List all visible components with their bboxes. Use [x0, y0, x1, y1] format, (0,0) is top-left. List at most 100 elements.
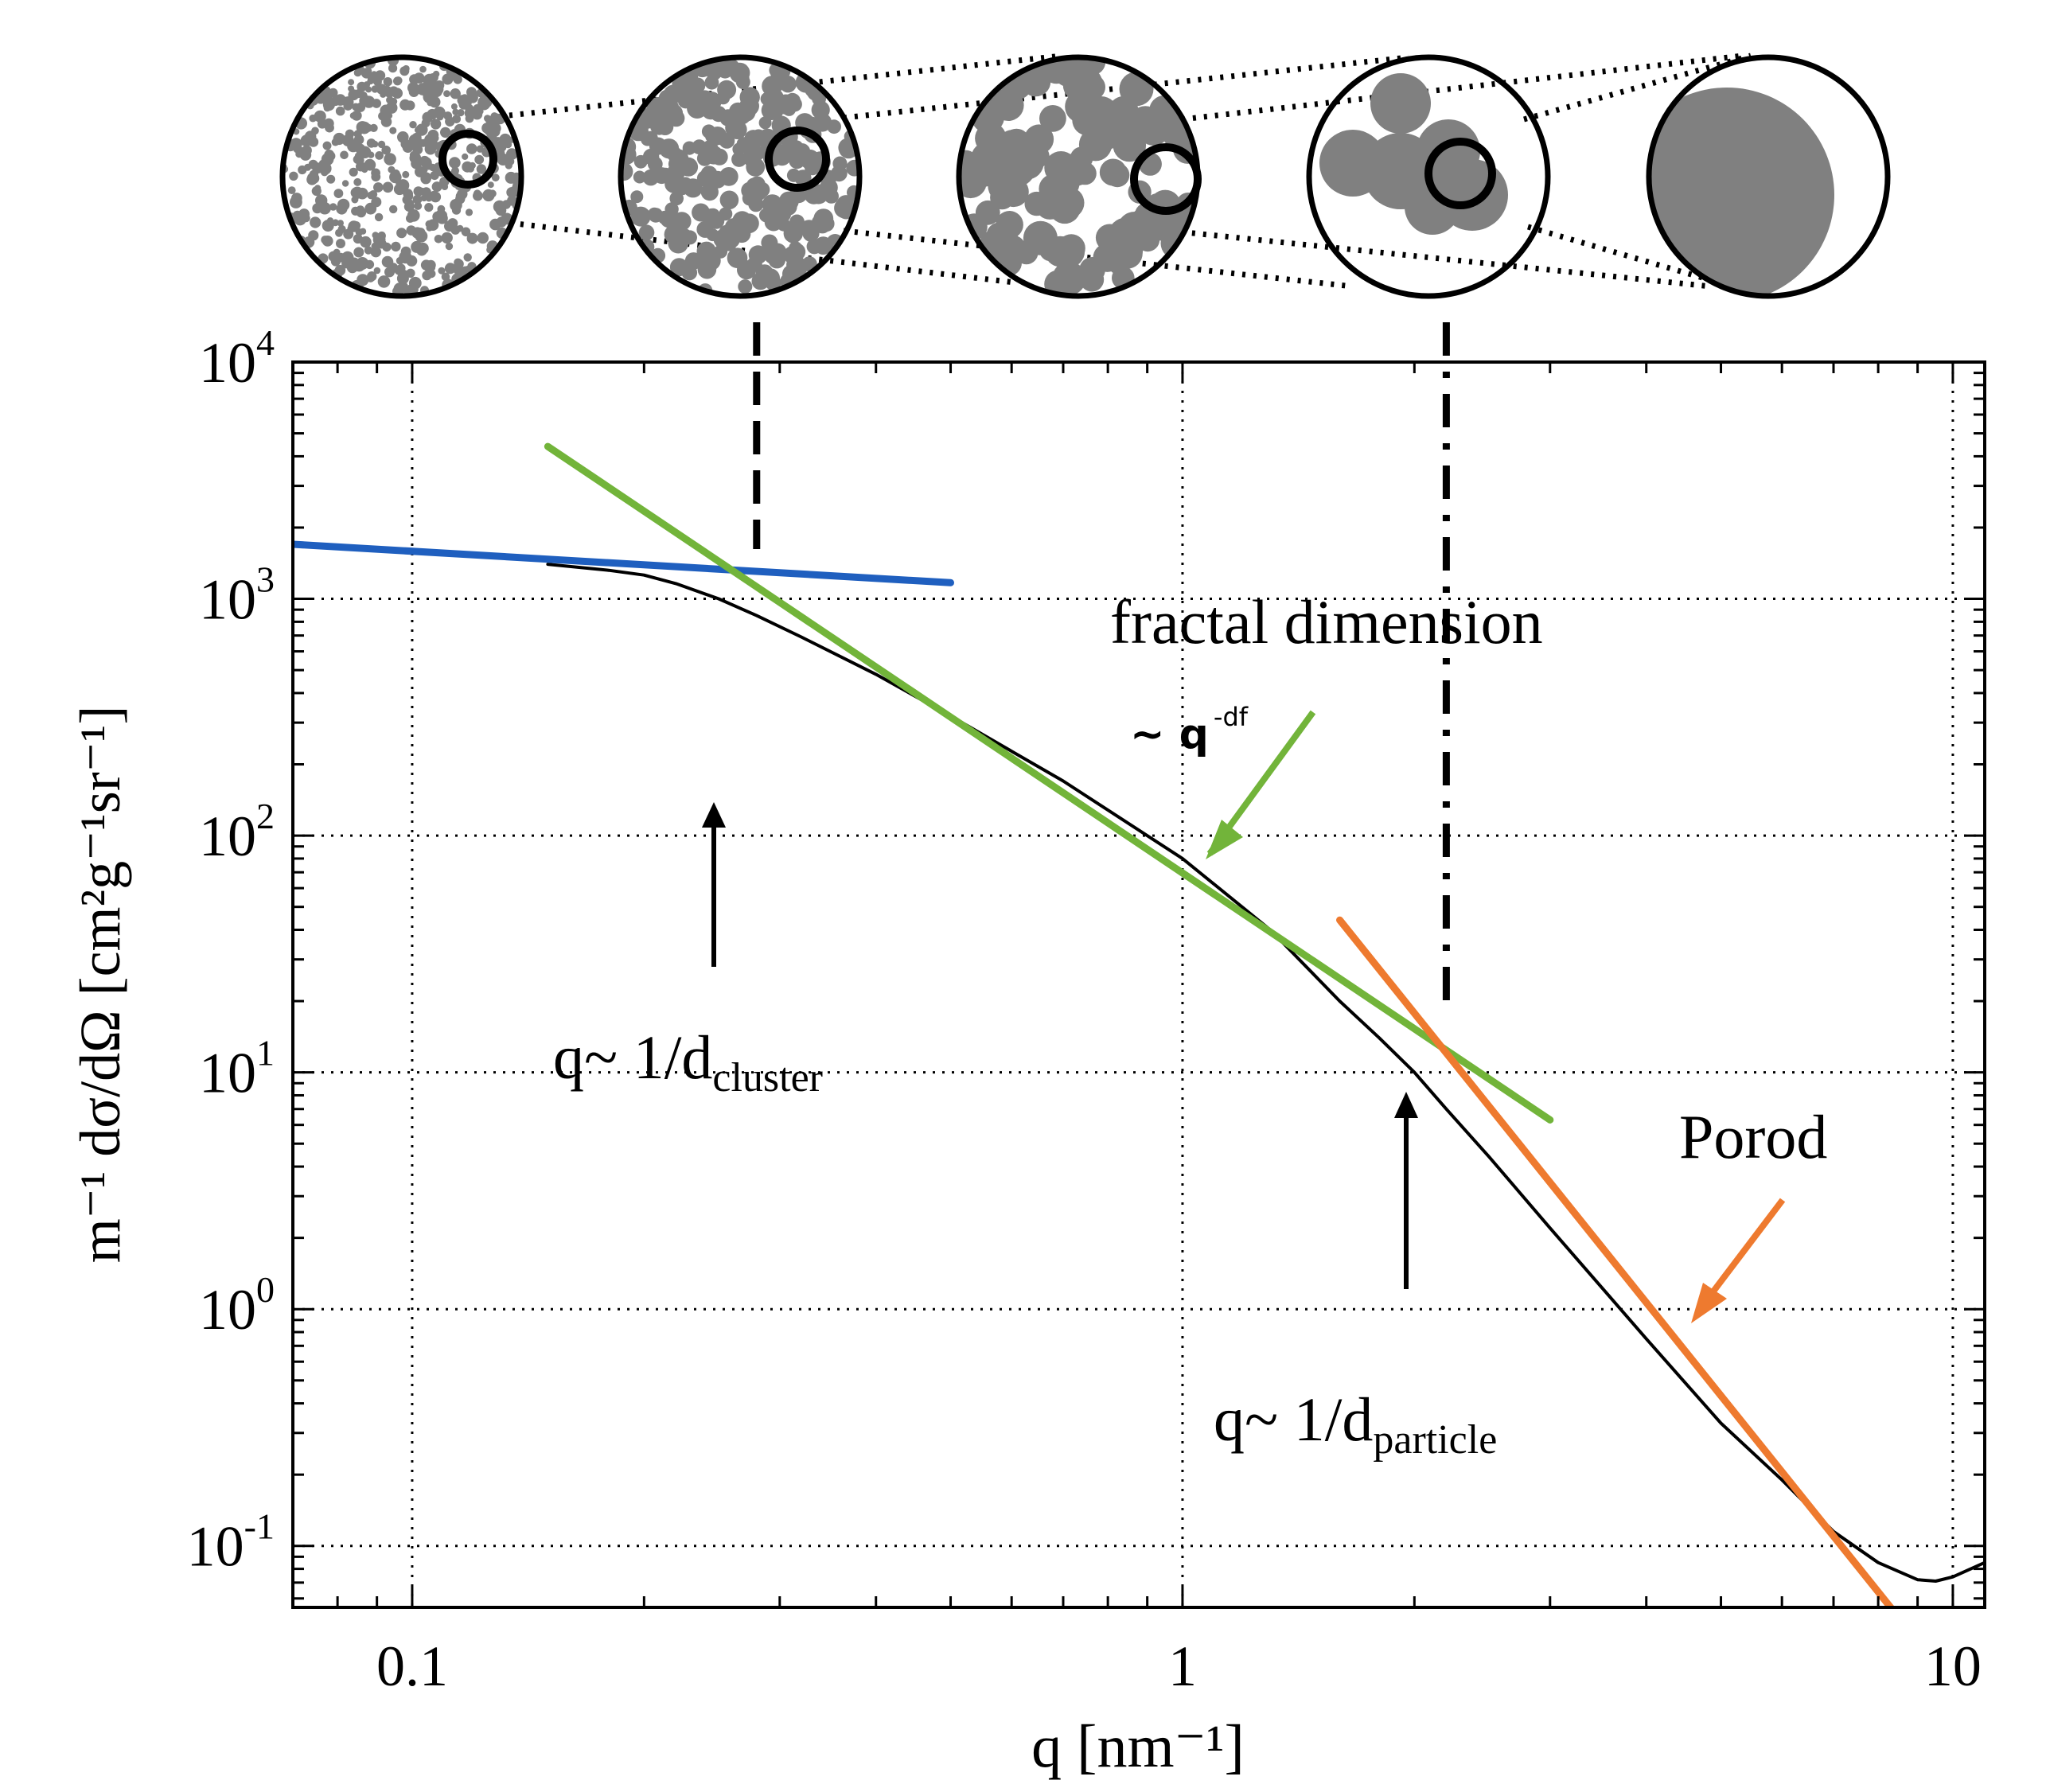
particle-dot: [384, 87, 395, 98]
particle-dot: [638, 224, 655, 241]
particle-dot: [287, 186, 296, 195]
porod-label: Porod: [1679, 1102, 1827, 1171]
particle-dot: [719, 190, 739, 210]
particle-dot: [450, 103, 458, 110]
particle-dot: [649, 116, 669, 135]
particle-dot: [415, 123, 428, 136]
y-tick-exponent: 2: [256, 796, 275, 836]
particle-dot: [461, 227, 471, 237]
particle-dot: [457, 109, 465, 117]
particle-dot: [373, 267, 381, 275]
particle-dot: [831, 165, 848, 182]
particle-size-label: q~ 1/dparticle: [1214, 1385, 1497, 1463]
particle-dot: [406, 268, 415, 278]
particle-dot: [466, 143, 477, 154]
particle-dot: [374, 212, 384, 222]
y-tick-exponent: 0: [256, 1269, 275, 1310]
particle-dot: [642, 169, 660, 186]
particle-label-main: q~ 1/d: [1214, 1385, 1373, 1454]
particle-dot: [434, 80, 445, 91]
particle-dot: [809, 184, 828, 205]
particle-dot: [419, 65, 427, 73]
particle-dot: [996, 211, 1023, 239]
particle-dot: [400, 270, 408, 277]
particle-dot: [371, 172, 381, 182]
particle-dot: [364, 158, 376, 171]
particle-dot: [356, 257, 369, 270]
particle-dot: [1044, 236, 1076, 267]
particle-dot: [414, 201, 423, 210]
particle-dot: [630, 190, 644, 204]
y-tick-base: 10: [199, 804, 256, 868]
particle-dot: [739, 95, 759, 116]
zoom-connector-lines: [509, 53, 1752, 290]
y-tick-label: 103: [199, 559, 275, 632]
particle-dot: [818, 216, 835, 232]
particle-dot: [441, 232, 453, 244]
particle-dot: [487, 181, 494, 189]
particle-dot: [411, 158, 423, 169]
particle-dot: [367, 77, 374, 85]
particle-dot: [719, 167, 739, 186]
particle-dot: [364, 202, 377, 215]
particle-dot: [621, 162, 633, 181]
particle-dot: [349, 167, 358, 177]
particle-dot: [336, 239, 345, 248]
particle-dot: [402, 170, 410, 178]
measured-curve: [546, 563, 1985, 1583]
particle-dot: [413, 186, 424, 197]
particle-dot: [323, 104, 331, 112]
particle-dot: [765, 275, 781, 291]
particle-dot: [811, 100, 830, 119]
y-tick-label: 101: [199, 1033, 275, 1105]
particle-dot: [375, 151, 384, 160]
particle-dot: [668, 109, 685, 127]
particle-dot: [683, 178, 703, 198]
particle-dot: [769, 104, 784, 119]
particle-dot: [372, 99, 381, 108]
particle-dot: [735, 75, 750, 90]
particle-dot: [679, 157, 699, 177]
particle-dot: [453, 75, 462, 84]
zoom-window-2: [765, 127, 830, 192]
particle-dot: [506, 148, 518, 160]
particle-dot: [711, 148, 728, 166]
particle-dot: [340, 150, 349, 160]
particle-dot: [434, 235, 443, 243]
particle-dot: [738, 279, 753, 294]
scale-circle-5: [1646, 54, 1891, 299]
cluster-label-sub: cluster: [712, 1055, 823, 1101]
particle-dot: [391, 241, 401, 252]
particle-arrowhead: [1394, 1092, 1418, 1118]
particle-dot: [402, 142, 414, 153]
particle-dot: [1023, 124, 1054, 154]
particle-dot: [427, 269, 436, 279]
particle-dot: [420, 166, 428, 173]
particle-dot: [789, 214, 805, 230]
particle-dot: [658, 89, 677, 107]
x-tick-label: 1: [1168, 1634, 1197, 1698]
particle-dot: [354, 89, 364, 99]
particle-dot: [409, 74, 420, 85]
particle-dot: [702, 208, 722, 228]
particle-dot: [505, 171, 517, 184]
fractal-fit-line: [544, 442, 1554, 1124]
particle-dot: [426, 134, 435, 144]
particle-dot: [411, 137, 424, 150]
particle-dot: [377, 275, 391, 288]
particle-dot: [684, 252, 703, 270]
particle-dot: [443, 90, 450, 98]
particle-dot: [364, 246, 373, 255]
particle-dot: [371, 85, 379, 93]
particle-dot: [322, 236, 333, 247]
y-tick-exponent: 1: [256, 1033, 275, 1073]
particle-dot: [289, 171, 298, 181]
particle-dot: [422, 111, 434, 123]
particle-dot: [341, 134, 354, 147]
particle-dot: [762, 194, 783, 215]
particle-dot: [687, 98, 707, 119]
particle-dot: [704, 75, 719, 90]
particle-dot: [648, 208, 664, 223]
particle-dot: [408, 87, 419, 97]
